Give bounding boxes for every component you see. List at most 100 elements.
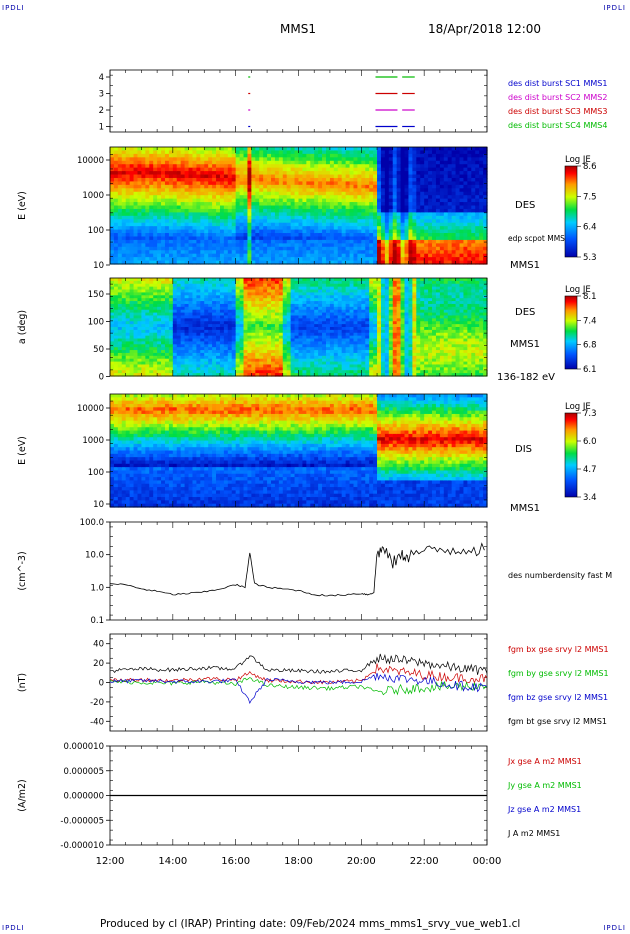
spectrogram-cell bbox=[408, 246, 413, 251]
spectrogram-cell bbox=[216, 298, 221, 302]
spectrogram-cell bbox=[133, 250, 139, 255]
spectrogram-cell bbox=[467, 215, 472, 220]
spectrogram-cell bbox=[290, 177, 296, 183]
spectrogram-cell bbox=[113, 327, 119, 331]
spectrogram-cell bbox=[388, 164, 394, 169]
spectrogram-cell bbox=[263, 171, 268, 176]
spectrogram-cell bbox=[322, 160, 327, 165]
spectrogram-cell bbox=[278, 298, 284, 302]
spectrogram-cell bbox=[447, 195, 453, 200]
spectrogram-cell bbox=[188, 309, 194, 314]
spectrogram-cell bbox=[271, 283, 276, 288]
spectrogram-cell bbox=[192, 153, 197, 158]
spectrogram-cell bbox=[455, 215, 461, 220]
spectrogram-cell bbox=[149, 350, 154, 354]
spectrogram-cell bbox=[361, 167, 366, 172]
spectrogram-cell bbox=[121, 171, 127, 176]
spectrogram-cell bbox=[263, 188, 268, 193]
spectrogram-cell bbox=[420, 198, 425, 203]
spectrogram-cell bbox=[235, 177, 241, 183]
spectrogram-cell bbox=[219, 289, 225, 294]
spectrogram-cell bbox=[314, 260, 319, 265]
spectrogram-cell bbox=[357, 157, 362, 162]
spectrogram-cell bbox=[243, 358, 249, 363]
spectrogram-cell bbox=[141, 324, 146, 328]
spectrogram-cell bbox=[483, 177, 488, 183]
spectrogram-cell bbox=[121, 306, 127, 311]
spectrogram-cell bbox=[263, 184, 268, 189]
spectrogram-cell bbox=[212, 350, 217, 354]
spectrogram-cell bbox=[267, 215, 272, 220]
spectrogram-cell bbox=[271, 321, 276, 325]
spectrogram-cell bbox=[298, 222, 304, 227]
spectrogram-cell bbox=[271, 370, 276, 374]
spectrogram-cell bbox=[267, 292, 272, 296]
spectrogram-cell bbox=[408, 253, 413, 258]
spectrogram-cell bbox=[337, 212, 343, 217]
spectrogram-cell bbox=[333, 195, 339, 200]
spectrogram-cell bbox=[133, 289, 139, 294]
spectrogram-cell bbox=[113, 350, 119, 354]
spacecraft-title: MMS1 bbox=[280, 22, 316, 36]
spectrogram-cell bbox=[141, 327, 146, 331]
spectrogram-cell bbox=[129, 292, 135, 296]
spectrogram-cell bbox=[353, 250, 359, 255]
spectrogram-cell bbox=[149, 280, 154, 285]
spectrogram-cell bbox=[235, 219, 241, 224]
spectrogram-cell bbox=[141, 278, 146, 282]
spectrogram-cell bbox=[471, 219, 476, 224]
spectrogram-cell bbox=[161, 315, 166, 319]
spectrogram-cell bbox=[439, 246, 445, 251]
spectrogram-cell bbox=[373, 184, 378, 189]
spectrogram-cell bbox=[141, 257, 146, 262]
spectrogram-cell bbox=[322, 153, 327, 158]
spectrogram-cell bbox=[455, 188, 461, 193]
spectrogram-cell bbox=[110, 309, 115, 314]
spectrogram-cell bbox=[278, 184, 284, 189]
spectrogram-cell bbox=[110, 312, 115, 317]
spectrogram-cell bbox=[263, 373, 268, 377]
burst-legend-item: des dist burst SC2 MMS2 bbox=[508, 93, 607, 102]
spectrogram-cell bbox=[235, 341, 241, 345]
spectrogram-cell bbox=[216, 222, 221, 227]
spectrogram-cell bbox=[208, 301, 213, 305]
spectrogram-cell bbox=[188, 171, 194, 176]
spectrogram-cell bbox=[463, 177, 468, 183]
spectrogram-cell bbox=[200, 280, 205, 285]
spectrogram-cell bbox=[168, 292, 174, 296]
spectrogram-cell bbox=[113, 174, 119, 179]
spectrogram-cell bbox=[129, 352, 135, 357]
spectrogram-cell bbox=[137, 355, 143, 360]
spectrogram-cell bbox=[153, 341, 158, 345]
spectrogram-cell bbox=[129, 177, 135, 183]
spectrogram-cell bbox=[125, 257, 131, 262]
spectrogram-cell bbox=[227, 202, 233, 207]
spectrogram-cell bbox=[168, 147, 174, 152]
spectrogram-cell bbox=[467, 226, 472, 231]
spectrogram-cell bbox=[200, 157, 205, 162]
spectrogram-cell bbox=[471, 212, 476, 217]
spectrogram-cell bbox=[153, 358, 158, 363]
spectrogram-cell bbox=[239, 283, 245, 288]
spectrogram-cell bbox=[149, 278, 154, 282]
spectrogram-cell bbox=[267, 303, 272, 308]
spectrogram-cell bbox=[282, 286, 288, 291]
spectrogram-cell bbox=[424, 236, 429, 241]
spectrogram-cell bbox=[176, 174, 182, 179]
spectrogram-cell bbox=[192, 364, 197, 368]
spectrogram-cell bbox=[219, 233, 225, 238]
spectrogram-cell bbox=[157, 309, 162, 314]
spectrogram-cell bbox=[204, 181, 209, 186]
spectrogram-cell bbox=[164, 160, 170, 165]
spectrogram-cell bbox=[392, 188, 398, 193]
spectrogram-cell bbox=[184, 352, 190, 357]
spectrogram-cell bbox=[219, 286, 225, 291]
spectrogram-cell bbox=[267, 147, 272, 152]
spectrogram-cell bbox=[231, 215, 237, 220]
spectrogram-cell bbox=[322, 191, 327, 196]
spectrogram-cell bbox=[377, 174, 382, 179]
spectrogram-cell bbox=[161, 286, 166, 291]
spectrogram-cell bbox=[310, 167, 315, 172]
spectrogram-cell bbox=[180, 347, 186, 351]
spectrogram-cell bbox=[463, 212, 468, 217]
